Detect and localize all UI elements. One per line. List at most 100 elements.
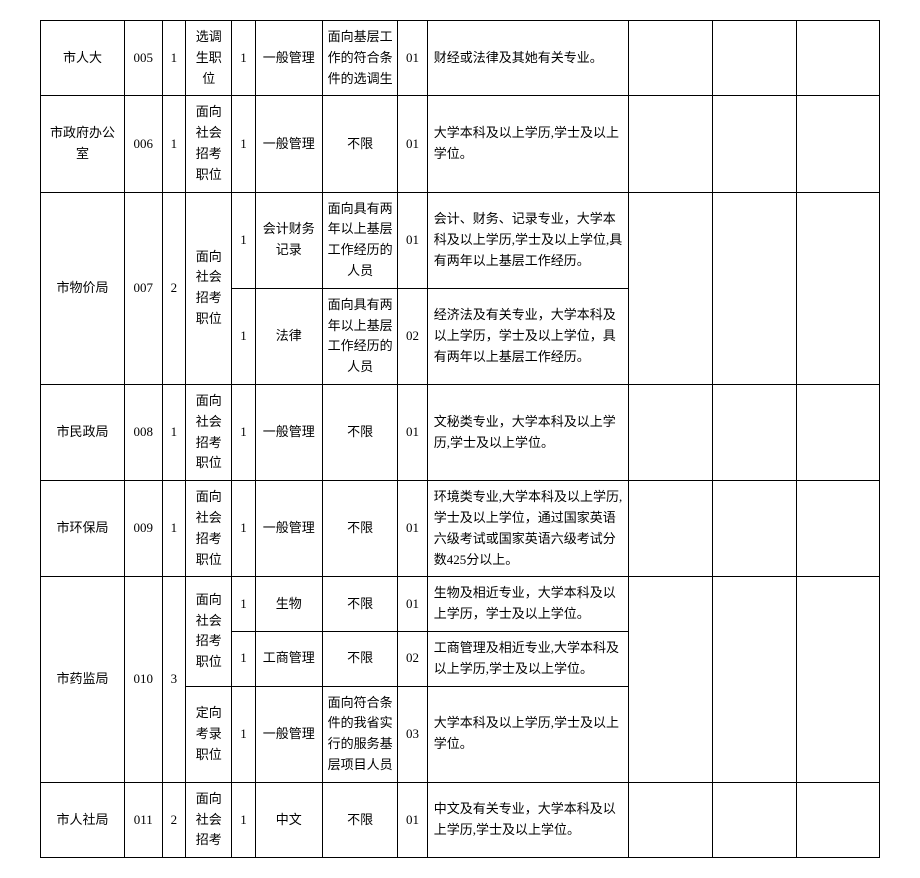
total: 2: [162, 782, 185, 857]
code: 011: [124, 782, 162, 857]
scope: 面向具有两年以上基层工作经历的人员: [322, 288, 398, 384]
field: 一般管理: [255, 384, 322, 480]
total: 1: [162, 21, 185, 96]
cell: [796, 782, 879, 857]
field: 一般管理: [255, 96, 322, 192]
total: 3: [162, 577, 185, 782]
dept: 市人社局: [41, 782, 125, 857]
cell: [712, 21, 796, 96]
field: 一般管理: [255, 481, 322, 577]
subcount: 1: [232, 288, 255, 384]
type: 定向考录职位: [186, 686, 232, 782]
cell: [629, 96, 713, 192]
cell: [796, 96, 879, 192]
req: 大学本科及以上学历,学士及以上学位。: [427, 686, 628, 782]
subcount: 1: [232, 21, 255, 96]
subcount: 1: [232, 631, 255, 686]
type: 面向社会招考职位: [186, 481, 232, 577]
cell: [712, 96, 796, 192]
cell: [629, 192, 713, 384]
cell: [796, 481, 879, 577]
req: 工商管理及相近专业,大学本科及以上学历,学士及以上学位。: [427, 631, 628, 686]
dept: 市民政局: [41, 384, 125, 480]
field: 工商管理: [255, 631, 322, 686]
seq: 02: [398, 631, 427, 686]
field: 法律: [255, 288, 322, 384]
seq: 03: [398, 686, 427, 782]
total: 2: [162, 192, 185, 384]
cell: [629, 577, 713, 782]
total: 1: [162, 481, 185, 577]
cell: [712, 782, 796, 857]
scope: 不限: [322, 631, 398, 686]
field: 一般管理: [255, 21, 322, 96]
seq: 01: [398, 782, 427, 857]
req: 环境类专业,大学本科及以上学历,学士及以上学位，通过国家英语六级考试或国家英语六…: [427, 481, 628, 577]
seq: 01: [398, 21, 427, 96]
scope: 面向基层工作的符合条件的选调生: [322, 21, 398, 96]
req: 经济法及有关专业，大学本科及以上学历，学士及以上学位，具有两年以上基层工作经历。: [427, 288, 628, 384]
dept: 市物价局: [41, 192, 125, 384]
code: 007: [124, 192, 162, 384]
subcount: 1: [232, 481, 255, 577]
recruitment-table: 市人大0051选调生职位1一般管理面向基层工作的符合条件的选调生01财经或法律及…: [40, 20, 880, 858]
cell: [629, 481, 713, 577]
cell: [629, 21, 713, 96]
req: 中文及有关专业，大学本科及以上学历,学士及以上学位。: [427, 782, 628, 857]
scope: 面向符合条件的我省实行的服务基层项目人员: [322, 686, 398, 782]
subcount: 1: [232, 782, 255, 857]
cell: [629, 384, 713, 480]
cell: [796, 21, 879, 96]
dept: 市环保局: [41, 481, 125, 577]
scope: 不限: [322, 96, 398, 192]
cell: [796, 384, 879, 480]
req: 财经或法律及其她有关专业。: [427, 21, 628, 96]
cell: [712, 192, 796, 384]
seq: 01: [398, 481, 427, 577]
seq: 01: [398, 96, 427, 192]
cell: [796, 577, 879, 782]
scope: 不限: [322, 384, 398, 480]
seq: 02: [398, 288, 427, 384]
code: 006: [124, 96, 162, 192]
scope: 不限: [322, 577, 398, 632]
subcount: 1: [232, 96, 255, 192]
cell: [712, 481, 796, 577]
scope: 不限: [322, 782, 398, 857]
cell: [629, 782, 713, 857]
req: 大学本科及以上学历,学士及以上学位。: [427, 96, 628, 192]
dept: 市政府办公室: [41, 96, 125, 192]
code: 009: [124, 481, 162, 577]
code: 008: [124, 384, 162, 480]
type: 选调生职位: [186, 21, 232, 96]
subcount: 1: [232, 192, 255, 288]
field: 一般管理: [255, 686, 322, 782]
type: 面向社会招考职位: [186, 577, 232, 686]
field: 中文: [255, 782, 322, 857]
code: 005: [124, 21, 162, 96]
dept: 市药监局: [41, 577, 125, 782]
type: 面向社会招考职位: [186, 192, 232, 384]
seq: 01: [398, 384, 427, 480]
seq: 01: [398, 577, 427, 632]
code: 010: [124, 577, 162, 782]
total: 1: [162, 384, 185, 480]
cell: [712, 384, 796, 480]
type: 面向社会招考职位: [186, 96, 232, 192]
req: 会计、财务、记录专业，大学本科及以上学历,学士及以上学位,具有两年以上基层工作经…: [427, 192, 628, 288]
cell: [712, 577, 796, 782]
dept: 市人大: [41, 21, 125, 96]
req: 文秘类专业，大学本科及以上学历,学士及以上学位。: [427, 384, 628, 480]
subcount: 1: [232, 577, 255, 632]
type: 面向社会招考: [186, 782, 232, 857]
field: 会计财务记录: [255, 192, 322, 288]
cell: [796, 192, 879, 384]
field: 生物: [255, 577, 322, 632]
req: 生物及相近专业，大学本科及以上学历，学士及以上学位。: [427, 577, 628, 632]
scope: 不限: [322, 481, 398, 577]
total: 1: [162, 96, 185, 192]
seq: 01: [398, 192, 427, 288]
type: 面向社会招考职位: [186, 384, 232, 480]
scope: 面向具有两年以上基层工作经历的人员: [322, 192, 398, 288]
subcount: 1: [232, 384, 255, 480]
